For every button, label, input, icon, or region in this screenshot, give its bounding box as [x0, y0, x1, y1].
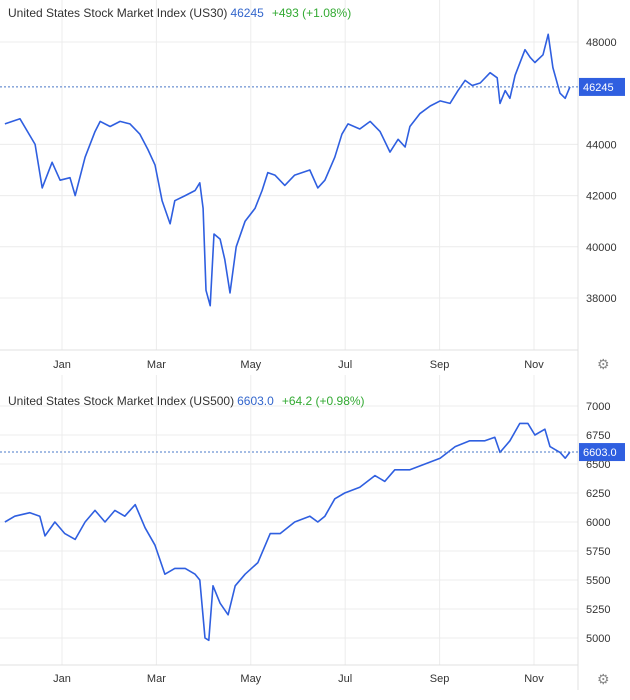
us500-chart: Jan Mar May Jul Sep Nov 5000 5250 5500 5750 6000 62…: [0, 375, 625, 690]
x-tick-label: Nov: [524, 673, 544, 685]
x-tick-label: Jul: [338, 673, 352, 685]
title-text: United States Stock Market Index (US30): [8, 6, 228, 20]
us30-chart: Jan Mar May Jul Sep Nov 38000 40000 42000 44000 48…: [0, 0, 625, 375]
y-tick-label: 7000: [586, 401, 610, 413]
y-tick-label: 5750: [586, 546, 610, 558]
current-price-label: 6603.0: [583, 447, 617, 459]
y-tick-label: 6500: [586, 459, 610, 471]
x-tick-label: Sep: [430, 359, 450, 371]
x-tick-label: Jul: [338, 359, 352, 371]
y-tick-label: 5250: [586, 604, 610, 616]
x-tick-label: May: [240, 673, 261, 685]
y-tick-label: 6000: [586, 517, 610, 529]
y-tick-label: 40000: [586, 242, 617, 254]
current-price-label: 46245: [583, 82, 614, 94]
price-series-line: [4, 422, 571, 642]
y-tick-label: 5500: [586, 575, 610, 587]
y-tick-label: 48000: [586, 37, 617, 49]
y-tick-label: 5000: [586, 633, 610, 645]
change-value: +493 (+1.08%): [271, 6, 352, 20]
gear-icon[interactable]: ⚙: [597, 671, 610, 687]
change-value: +64.2 (+0.98%): [281, 394, 365, 408]
x-tick-label: Mar: [147, 673, 166, 685]
current-price-badge: [579, 443, 625, 462]
x-tick-label: Nov: [524, 359, 544, 371]
x-tick-label: Jan: [53, 673, 71, 685]
price-series-line: [4, 33, 571, 307]
y-tick-label: 44000: [586, 139, 617, 151]
current-price-badge: [579, 77, 625, 96]
gear-icon[interactable]: ⚙: [597, 356, 610, 372]
y-tick-label: 42000: [586, 191, 617, 203]
us30-chart-title: United States Stock Market Index (US30) 4…: [8, 6, 351, 20]
last-value: 46245: [230, 6, 264, 20]
x-tick-label: May: [240, 359, 261, 371]
y-tick-label: 6250: [586, 488, 610, 500]
y-tick-label: 38000: [586, 293, 617, 305]
x-tick-label: Sep: [430, 673, 450, 685]
y-tick-label: 6750: [586, 430, 610, 442]
last-value: 6603.0: [237, 394, 274, 408]
us500-chart-title: United States Stock Market Index (US500)…: [8, 394, 365, 408]
x-tick-label: Jan: [53, 359, 71, 371]
x-tick-label: Mar: [147, 359, 166, 371]
title-text: United States Stock Market Index (US500): [8, 394, 235, 408]
